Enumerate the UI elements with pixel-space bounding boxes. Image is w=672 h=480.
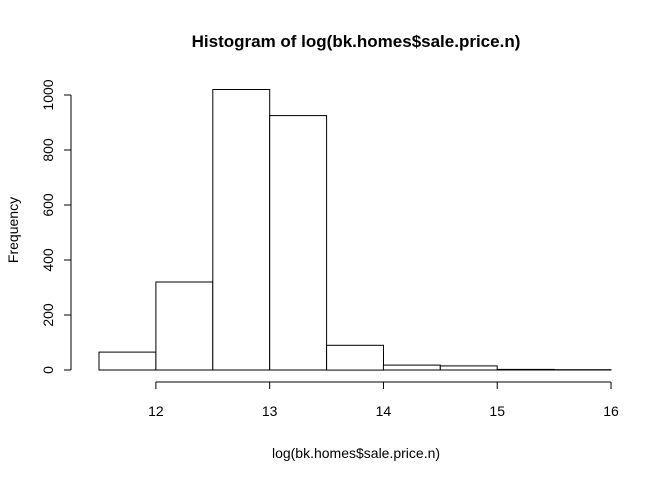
histogram-bar-2 [155, 281, 214, 371]
histogram-bars [98, 89, 612, 371]
histogram-bar-3 [212, 89, 271, 371]
histogram-bar-1 [98, 351, 157, 371]
histogram-bar-6 [382, 364, 441, 371]
y-tick-label-600: 600 [40, 193, 56, 217]
histogram-bar-8 [496, 368, 555, 371]
y-tick-label-400: 400 [40, 248, 56, 272]
y-tick-label-800: 800 [40, 138, 56, 162]
y-tick-label-1000: 1000 [40, 79, 56, 110]
x-axis: 12 13 14 15 16 [148, 381, 619, 419]
y-tick-label-0: 0 [40, 366, 56, 374]
histogram-bar-5 [326, 344, 385, 371]
x-tick-label-16: 16 [603, 403, 619, 419]
histogram-bar-4 [269, 115, 328, 371]
y-axis-ticks: 0 200 400 600 800 1000 [40, 79, 71, 374]
x-tick-label-13: 13 [262, 403, 278, 419]
x-tick-label-12: 12 [148, 403, 164, 419]
x-tick-label-14: 14 [376, 403, 392, 419]
y-axis-label: Frequency [5, 197, 21, 263]
x-axis-label: log(bk.homes$sale.price.n) [272, 445, 440, 461]
y-tick-label-200: 200 [40, 303, 56, 327]
y-axis: 0 200 400 600 800 1000 [40, 79, 72, 374]
x-axis-ticks: 12 13 14 15 16 [148, 382, 619, 419]
chart-title: Histogram of log(bk.homes$sale.price.n) [192, 32, 521, 51]
histogram-bar-7 [439, 365, 498, 371]
x-tick-label-15: 15 [489, 403, 505, 419]
